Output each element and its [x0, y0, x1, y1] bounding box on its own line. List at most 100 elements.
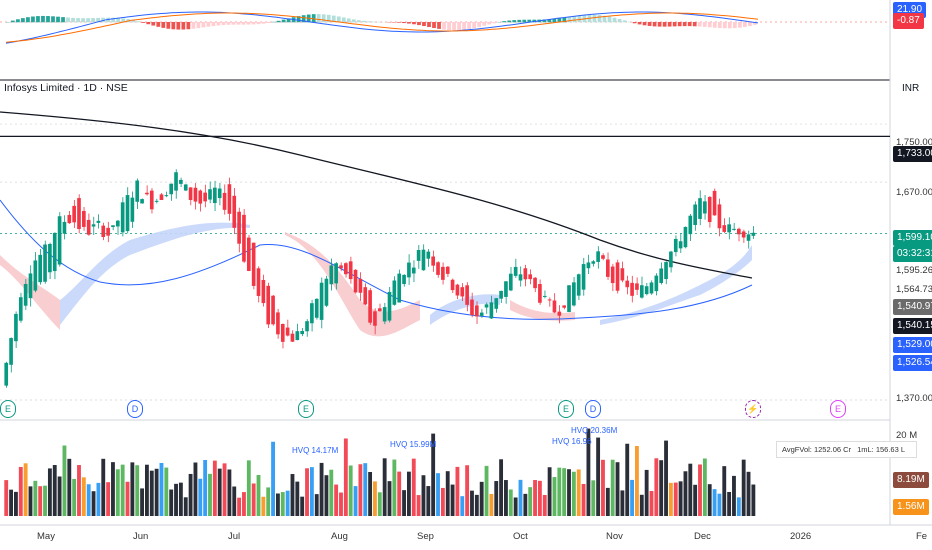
- volume-bar: [474, 494, 479, 516]
- macd-histogram-bar: [296, 16, 301, 23]
- volume-bar: [232, 486, 237, 516]
- candle-body: [523, 268, 528, 280]
- volume-bar: [125, 481, 130, 516]
- volume-bar: [300, 496, 305, 516]
- volume-bar: [246, 460, 251, 516]
- volume-bar: [164, 467, 169, 516]
- volume-bar: [460, 496, 465, 516]
- dividend-icon[interactable]: D: [127, 400, 143, 418]
- volume-bar: [208, 473, 212, 516]
- volume-bar: [654, 458, 659, 516]
- candle-body: [465, 285, 469, 305]
- candle-body: [499, 290, 503, 299]
- volume-bar: [52, 465, 57, 516]
- volume-bar: [518, 479, 523, 516]
- earnings-icon[interactable]: E: [558, 400, 574, 418]
- earnings-icon[interactable]: E: [0, 400, 16, 418]
- x-axis-label: Oct: [513, 531, 528, 542]
- macd-histogram-bar: [577, 15, 582, 23]
- macd-histogram-bar: [432, 22, 436, 29]
- cloud-band-bullish: [430, 294, 500, 325]
- volume-bar: [77, 465, 81, 516]
- volume-bar: [324, 475, 329, 516]
- volume-bar: [698, 464, 702, 516]
- candle-body: [402, 274, 406, 285]
- volume-bar: [601, 459, 605, 516]
- volume-bar: [343, 438, 348, 516]
- volume-bar: [67, 458, 72, 516]
- candle-body: [285, 327, 290, 336]
- currency-label[interactable]: INR: [902, 83, 920, 94]
- candle-body: [547, 299, 552, 301]
- candle-body: [625, 280, 630, 288]
- volume-bar: [727, 491, 732, 516]
- macd-histogram-bar: [21, 18, 25, 23]
- macd-histogram-bar: [712, 22, 717, 28]
- volume-bar: [484, 465, 489, 516]
- macd-histogram-bar: [366, 21, 371, 23]
- macd-histogram-bar: [552, 18, 557, 23]
- volume-bar: [683, 471, 688, 516]
- volume-bar: [159, 462, 164, 516]
- candle-body: [242, 214, 246, 262]
- macd-histogram-bar: [662, 22, 667, 27]
- volume-bar: [222, 463, 227, 516]
- volume-bar: [644, 469, 649, 516]
- macd-histogram-bar: [452, 22, 456, 31]
- lightning-icon[interactable]: ⚡: [745, 400, 761, 418]
- volume-bar: [688, 463, 693, 516]
- macd-histogram-bar: [482, 22, 487, 26]
- macd-histogram-bar: [241, 22, 246, 25]
- macd-histogram-bar: [617, 19, 622, 23]
- macd-histogram-bar: [56, 16, 60, 23]
- candle-body: [717, 204, 722, 229]
- macd-histogram-bar: [717, 22, 722, 29]
- macd-histogram-bar: [301, 15, 306, 23]
- price-axis-label: 1,670.00: [896, 187, 932, 198]
- candle-body: [475, 305, 479, 317]
- symbol-title[interactable]: Infosys Limited · 1D · NSE: [4, 82, 128, 94]
- macd-histogram-bar: [607, 16, 612, 23]
- candle-body: [746, 234, 751, 241]
- candle-body: [82, 210, 86, 227]
- candle-body: [329, 265, 334, 285]
- sma50-line: [0, 199, 753, 320]
- volume-bar: [285, 490, 290, 516]
- volume-bar: [610, 459, 615, 516]
- candle-body: [751, 232, 756, 236]
- volume-bar: [266, 487, 271, 516]
- candle-body: [251, 242, 256, 286]
- price-tag-1733: 1,733.00: [893, 146, 932, 162]
- candle-body: [373, 311, 377, 326]
- volume-bar: [547, 467, 552, 516]
- volume-bar: [140, 488, 144, 516]
- candle-body: [280, 323, 285, 342]
- volume-tag: 8.19M: [893, 472, 929, 488]
- volume-bar: [567, 469, 571, 516]
- volume-bar: [732, 475, 736, 516]
- volume-bar: [319, 462, 324, 516]
- candle-body: [683, 226, 688, 248]
- candle-body: [479, 312, 484, 316]
- macd-histogram-bar: [487, 22, 492, 25]
- earnings-icon[interactable]: E: [298, 400, 314, 418]
- candle-body: [38, 254, 43, 283]
- candle-body: [179, 179, 183, 184]
- candle-body: [654, 275, 659, 292]
- volume-bar: [57, 476, 62, 516]
- candle-body: [310, 303, 314, 324]
- candle-body: [339, 265, 343, 269]
- volume-bar: [678, 481, 683, 516]
- candle-body: [421, 249, 426, 271]
- candle-body: [62, 221, 67, 234]
- macd-histogram-bar: [61, 17, 65, 23]
- earnings-upcoming-icon[interactable]: E: [830, 400, 846, 418]
- candle-body: [222, 192, 227, 210]
- macd-histogram-bar: [472, 22, 476, 28]
- candle-body: [596, 251, 600, 262]
- dividend-icon[interactable]: D: [585, 400, 601, 418]
- volume-bar: [693, 484, 698, 516]
- macd-histogram-bar: [286, 18, 291, 23]
- volume-bar: [353, 486, 358, 516]
